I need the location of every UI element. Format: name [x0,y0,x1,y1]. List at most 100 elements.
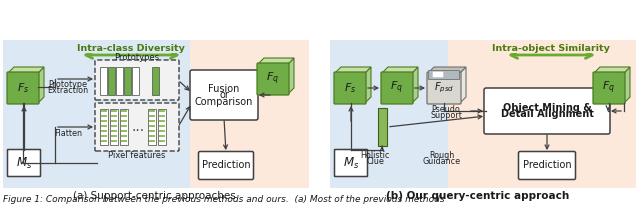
Text: $M_s$: $M_s$ [16,156,32,171]
Text: Figure 1: Comparison between the previous methods and ours.  (a) Most of the pre: Figure 1: Comparison between the previou… [3,195,445,204]
Text: Guidance: Guidance [423,157,461,165]
FancyBboxPatch shape [433,72,444,77]
FancyBboxPatch shape [427,72,461,104]
Bar [330,40,636,188]
Polygon shape [38,67,44,103]
Bar [149,110,156,112]
Polygon shape [624,67,630,103]
Bar [108,67,115,95]
Bar [111,110,117,112]
Bar [111,135,117,137]
Text: $F_{psd}$: $F_{psd}$ [434,81,454,95]
Text: Clue: Clue [366,157,384,165]
Text: $F_s$: $F_s$ [17,81,29,95]
Polygon shape [335,67,371,73]
Bar [111,139,117,142]
Bar [111,115,117,117]
Bar [110,109,118,145]
Text: $F_q$: $F_q$ [266,71,280,87]
Bar [120,109,128,145]
Polygon shape [258,58,294,64]
Bar [121,130,127,132]
Polygon shape [412,67,418,103]
Bar [101,115,108,117]
Bar [448,40,636,188]
Bar [159,115,165,117]
FancyBboxPatch shape [190,70,258,120]
Text: $M_s$: $M_s$ [343,156,359,171]
Bar [158,109,166,145]
Bar [121,115,127,117]
Bar [159,124,165,127]
Text: Prototypes: Prototypes [115,53,159,62]
Bar [101,110,108,112]
Polygon shape [382,67,418,73]
Bar [100,67,107,95]
FancyBboxPatch shape [381,72,413,104]
FancyBboxPatch shape [593,72,625,104]
FancyBboxPatch shape [198,151,253,179]
Polygon shape [428,67,466,73]
Text: Flatten: Flatten [54,130,82,138]
Text: Prediction: Prediction [202,160,250,171]
Text: (b) Our query-centric approach: (b) Our query-centric approach [387,191,570,201]
Bar [132,67,139,95]
Bar [101,139,108,142]
FancyBboxPatch shape [8,150,40,177]
Bar [116,67,123,95]
Text: Detail Alignment: Detail Alignment [500,109,593,119]
Bar [121,110,127,112]
FancyBboxPatch shape [429,70,460,80]
Bar [378,108,387,146]
Text: or: or [219,90,229,100]
Polygon shape [365,67,371,103]
Bar [121,139,127,142]
Bar [121,119,127,122]
Text: Rough: Rough [429,151,454,159]
Bar [100,109,108,145]
Text: Pseudo: Pseudo [431,104,460,114]
Text: ...: ... [131,120,145,134]
Bar [149,139,156,142]
Text: Comparison: Comparison [195,96,253,107]
Polygon shape [594,67,630,73]
Bar [101,135,108,137]
Text: $F_q$: $F_q$ [390,80,403,96]
FancyBboxPatch shape [95,103,179,151]
Bar [149,115,156,117]
Bar [190,40,309,188]
Text: Intra-object Similarity: Intra-object Similarity [492,43,610,53]
FancyBboxPatch shape [7,72,39,104]
Text: Intra-class Diversity: Intra-class Diversity [77,43,185,53]
Bar [124,67,131,95]
FancyBboxPatch shape [95,60,179,100]
Text: (a) Support-centric approaches: (a) Support-centric approaches [72,191,236,201]
Text: Prediction: Prediction [523,160,572,171]
Bar [152,67,159,95]
Bar [101,119,108,122]
Bar [149,130,156,132]
Bar [159,119,165,122]
Bar [101,130,108,132]
Bar [149,119,156,122]
Bar [148,109,156,145]
Text: Extraction: Extraction [47,85,88,95]
FancyBboxPatch shape [257,63,289,95]
Bar [111,130,117,132]
Bar [149,124,156,127]
Bar [121,124,127,127]
Polygon shape [460,67,466,103]
Bar [3,40,309,188]
Text: Holistic: Holistic [360,151,390,159]
Polygon shape [288,58,294,94]
FancyBboxPatch shape [335,150,367,177]
Bar [101,124,108,127]
Bar [149,135,156,137]
Text: Support: Support [430,110,462,119]
Text: Prototype: Prototype [49,80,88,89]
Polygon shape [8,67,44,73]
Bar [159,110,165,112]
Text: $F_s$: $F_s$ [344,81,356,95]
Bar [159,135,165,137]
FancyBboxPatch shape [334,72,366,104]
